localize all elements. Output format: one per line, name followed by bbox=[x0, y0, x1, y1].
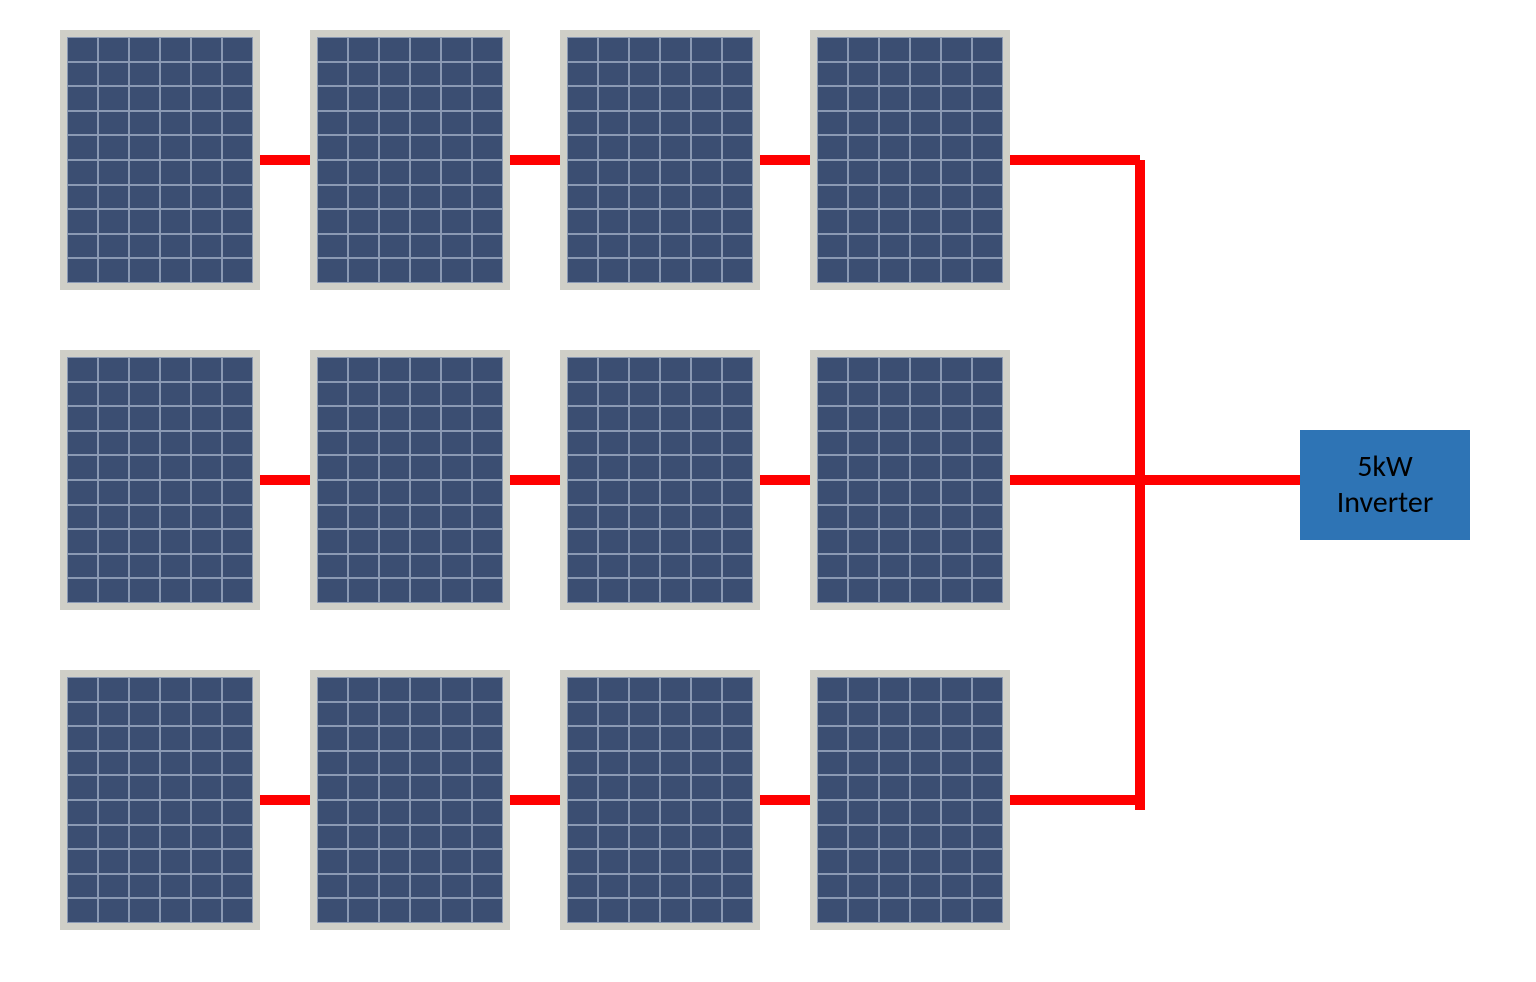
wire-segment bbox=[510, 795, 560, 805]
solar-panel-cells bbox=[317, 357, 503, 603]
solar-panel-cells bbox=[817, 37, 1003, 283]
solar-panel-cells bbox=[567, 357, 753, 603]
solar-panel bbox=[810, 350, 1010, 610]
solar-panel bbox=[310, 30, 510, 290]
wire-segment bbox=[260, 475, 310, 485]
solar-panel bbox=[810, 30, 1010, 290]
wire-segment bbox=[1010, 475, 1300, 485]
solar-panel-cells bbox=[67, 677, 253, 923]
solar-panel-cells bbox=[317, 677, 503, 923]
solar-panel-cells bbox=[817, 357, 1003, 603]
solar-panel bbox=[560, 670, 760, 930]
solar-panel bbox=[60, 670, 260, 930]
solar-wiring-diagram: 5kW Inverter bbox=[0, 0, 1536, 982]
wire-segment bbox=[760, 795, 810, 805]
inverter-label: 5kW Inverter bbox=[1337, 449, 1434, 521]
solar-panel bbox=[310, 350, 510, 610]
wire-segment bbox=[1010, 155, 1140, 165]
wire-segment bbox=[260, 795, 310, 805]
solar-panel-cells bbox=[317, 37, 503, 283]
wire-segment bbox=[510, 155, 560, 165]
solar-panel bbox=[310, 670, 510, 930]
wire-segment bbox=[1135, 160, 1145, 810]
wire-segment bbox=[260, 155, 310, 165]
solar-panel bbox=[60, 30, 260, 290]
solar-panel-cells bbox=[67, 37, 253, 283]
solar-panel bbox=[60, 350, 260, 610]
solar-panel bbox=[560, 30, 760, 290]
wire-segment bbox=[760, 155, 810, 165]
solar-panel-cells bbox=[67, 357, 253, 603]
solar-panel-cells bbox=[817, 677, 1003, 923]
wire-segment bbox=[760, 475, 810, 485]
wire-segment bbox=[510, 475, 560, 485]
solar-panel-cells bbox=[567, 37, 753, 283]
wire-segment bbox=[1010, 795, 1140, 805]
solar-panel bbox=[560, 350, 760, 610]
solar-panel-cells bbox=[567, 677, 753, 923]
solar-panel bbox=[810, 670, 1010, 930]
inverter-box: 5kW Inverter bbox=[1300, 430, 1470, 540]
